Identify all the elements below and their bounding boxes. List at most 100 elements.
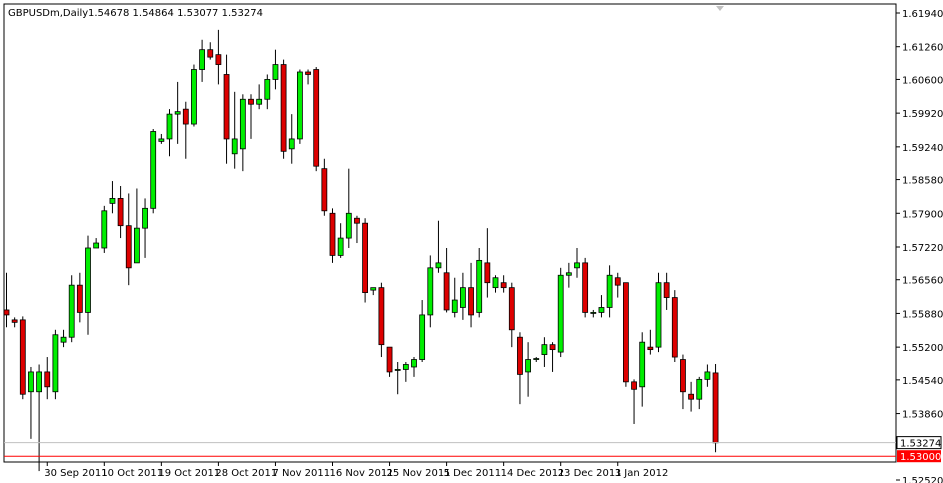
candle xyxy=(142,198,148,258)
y-tick-label: 1.60600 xyxy=(902,75,943,86)
candle-body xyxy=(174,111,181,115)
candle-body xyxy=(272,64,279,80)
candle xyxy=(476,247,483,318)
candle xyxy=(386,346,393,377)
candle xyxy=(639,332,646,407)
candle xyxy=(345,168,352,248)
candle-body xyxy=(533,358,540,360)
candle xyxy=(296,69,303,144)
candle-body xyxy=(484,262,491,284)
y-tick-label: 1.61260 xyxy=(902,43,943,54)
candle xyxy=(248,94,254,139)
candle-body xyxy=(305,71,311,75)
candle-body xyxy=(386,346,393,373)
current-price-tag xyxy=(896,436,942,450)
candle xyxy=(60,329,67,348)
candle-body xyxy=(370,287,377,291)
candle-body xyxy=(199,49,206,70)
candle-body xyxy=(411,359,417,368)
candle xyxy=(549,342,556,372)
candle-body xyxy=(639,341,646,388)
candle-body xyxy=(459,287,466,308)
candle xyxy=(239,94,246,172)
ohlc-readout: 1.54678 1.54864 1.53077 1.53274 xyxy=(88,8,263,19)
candle-body xyxy=(582,262,589,313)
candle xyxy=(166,109,173,157)
candle xyxy=(305,69,311,85)
candle xyxy=(459,272,466,320)
y-tick-label: 1.59240 xyxy=(902,143,943,154)
candle xyxy=(370,287,377,296)
x-tick-label: 5 Dec 2011 xyxy=(444,468,502,479)
candle-body xyxy=(166,113,173,140)
candle xyxy=(704,364,711,387)
candle xyxy=(427,255,434,328)
candle-body xyxy=(93,242,100,249)
candle xyxy=(19,316,26,400)
candle-body xyxy=(696,378,703,400)
candle xyxy=(541,337,548,367)
candle-body xyxy=(207,49,214,58)
candle xyxy=(3,272,10,328)
candle xyxy=(680,354,686,410)
candle-body xyxy=(354,217,360,224)
candle xyxy=(109,181,116,214)
candle xyxy=(280,59,287,159)
candle-body xyxy=(11,319,18,323)
y-tick-label: 1.59920 xyxy=(902,109,943,120)
candle-body xyxy=(647,346,654,351)
candle xyxy=(36,364,42,472)
candle-body xyxy=(427,267,434,316)
candle-body xyxy=(623,282,629,383)
candle-body xyxy=(419,314,426,360)
candle xyxy=(402,362,409,382)
x-tick-label: 23 Dec 2011 xyxy=(558,468,622,479)
candle xyxy=(313,67,320,172)
candle xyxy=(337,223,344,258)
candle xyxy=(574,247,580,278)
candle-body xyxy=(517,336,523,375)
candle xyxy=(11,317,18,328)
candle-body xyxy=(329,212,336,256)
candle-body xyxy=(394,369,401,371)
scroll-shift-icon[interactable] xyxy=(716,6,724,11)
candle xyxy=(598,295,605,318)
candle-body xyxy=(191,69,197,125)
candle xyxy=(125,193,132,286)
candle xyxy=(174,81,181,144)
y-tick-label: 1.52520 xyxy=(902,476,943,483)
candle xyxy=(44,357,51,400)
candle xyxy=(525,342,531,397)
candle-body xyxy=(606,274,613,308)
candle xyxy=(663,272,670,310)
candle-body xyxy=(614,277,621,286)
candle-body xyxy=(248,98,254,105)
candle-body xyxy=(109,198,116,204)
candle-body xyxy=(36,371,42,393)
candle xyxy=(492,275,499,293)
candle-body xyxy=(574,262,580,269)
candle-body xyxy=(215,54,222,65)
x-tick-label: 7 Nov 2011 xyxy=(272,468,330,479)
candle xyxy=(117,186,124,239)
candle-body xyxy=(402,364,409,370)
candle-body xyxy=(125,225,132,269)
candle xyxy=(321,158,328,216)
candle-body xyxy=(337,237,344,256)
candle-body xyxy=(508,287,515,331)
candle xyxy=(231,91,238,169)
candle xyxy=(712,363,719,453)
candle-body xyxy=(231,138,238,155)
candle xyxy=(133,188,140,264)
candle xyxy=(614,272,621,298)
candle-body xyxy=(68,284,75,338)
candle xyxy=(647,329,654,355)
candle-body xyxy=(598,307,605,313)
candle xyxy=(215,29,222,85)
candle xyxy=(582,257,589,318)
candle xyxy=(223,54,230,164)
candle-body xyxy=(443,272,450,311)
candle-body xyxy=(321,168,328,212)
candle xyxy=(68,275,75,343)
